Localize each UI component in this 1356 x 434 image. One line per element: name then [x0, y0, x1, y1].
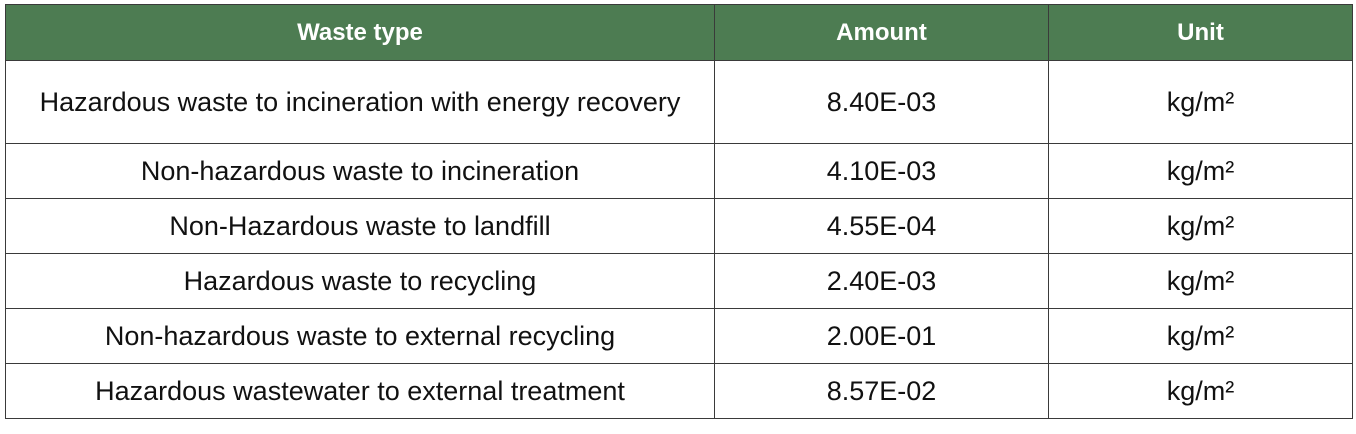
cell-unit: kg/m²	[1048, 60, 1353, 144]
header-amount: Amount	[714, 4, 1049, 61]
cell-waste-type: Hazardous waste to recycling	[5, 253, 715, 309]
table-row: Hazardous waste to incineration with ene…	[5, 60, 1353, 144]
cell-amount: 4.10E-03	[714, 143, 1049, 199]
table-row: Non-hazardous waste to external recyclin…	[5, 308, 1353, 364]
cell-amount: 2.00E-01	[714, 308, 1049, 364]
table-row: Non-hazardous waste to incineration 4.10…	[5, 143, 1353, 199]
cell-amount: 8.40E-03	[714, 60, 1049, 144]
cell-amount: 4.55E-04	[714, 198, 1049, 254]
cell-unit: kg/m²	[1048, 363, 1353, 419]
header-waste-type: Waste type	[5, 4, 715, 61]
cell-amount: 2.40E-03	[714, 253, 1049, 309]
cell-unit: kg/m²	[1048, 198, 1353, 254]
cell-unit: kg/m²	[1048, 308, 1353, 364]
header-row: Waste type Amount Unit	[5, 4, 1353, 61]
header-unit: Unit	[1048, 4, 1353, 61]
table-row: Non-Hazardous waste to landfill 4.55E-04…	[5, 198, 1353, 254]
cell-amount: 8.57E-02	[714, 363, 1049, 419]
cell-waste-type: Non-hazardous waste to incineration	[5, 143, 715, 199]
table-body: Hazardous waste to incineration with ene…	[5, 60, 1353, 419]
table-row: Hazardous waste to recycling 2.40E-03 kg…	[5, 253, 1353, 309]
cell-waste-type: Non-hazardous waste to external recyclin…	[5, 308, 715, 364]
cell-waste-type: Hazardous wastewater to external treatme…	[5, 363, 715, 419]
cell-unit: kg/m²	[1048, 143, 1353, 199]
waste-table-container: Waste type Amount Unit Hazardous waste t…	[5, 4, 1353, 434]
table-header: Waste type Amount Unit	[5, 4, 1353, 61]
cell-waste-type: Hazardous waste to incineration with ene…	[5, 60, 715, 144]
waste-table: Waste type Amount Unit Hazardous waste t…	[5, 4, 1353, 419]
cell-unit: kg/m²	[1048, 253, 1353, 309]
cell-waste-type: Non-Hazardous waste to landfill	[5, 198, 715, 254]
table-row: Hazardous wastewater to external treatme…	[5, 363, 1353, 419]
